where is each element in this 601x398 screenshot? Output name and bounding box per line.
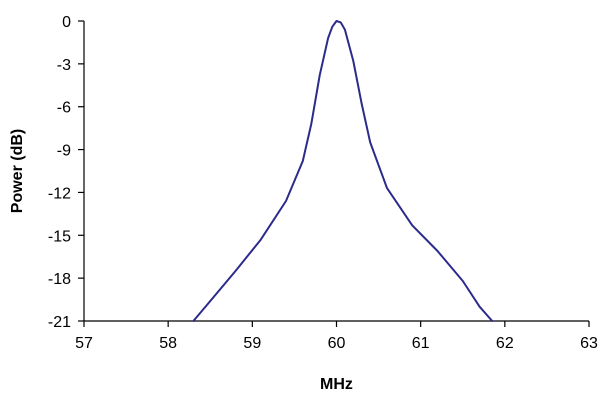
y-tick-label: -3 [57, 57, 71, 74]
x-tick-label: 59 [243, 335, 261, 352]
y-tick-label: -21 [48, 314, 71, 331]
y-axis-ticks: 0 -3 -6 -9 -12 -15 -18 -21 [48, 14, 84, 331]
x-tick-label: 58 [159, 335, 177, 352]
y-tick-label: -12 [48, 185, 71, 202]
x-tick-label: 57 [75, 335, 93, 352]
x-tick-label: 62 [496, 335, 514, 352]
x-axis-ticks: 57 58 59 60 61 62 63 [75, 321, 598, 352]
y-tick-label: 0 [62, 14, 71, 31]
y-axis-title: Power (dB) [9, 129, 26, 213]
x-tick-label: 60 [328, 335, 346, 352]
x-axis-title: MHz [320, 376, 353, 393]
x-tick-label: 61 [412, 335, 430, 352]
x-tick-label: 63 [580, 335, 598, 352]
y-tick-label: -15 [48, 228, 71, 245]
series-layer [192, 20, 494, 322]
y-tick-label: -18 [48, 271, 71, 288]
series-line [192, 20, 494, 322]
y-tick-label: -6 [57, 100, 71, 117]
y-tick-label: -9 [57, 143, 71, 160]
